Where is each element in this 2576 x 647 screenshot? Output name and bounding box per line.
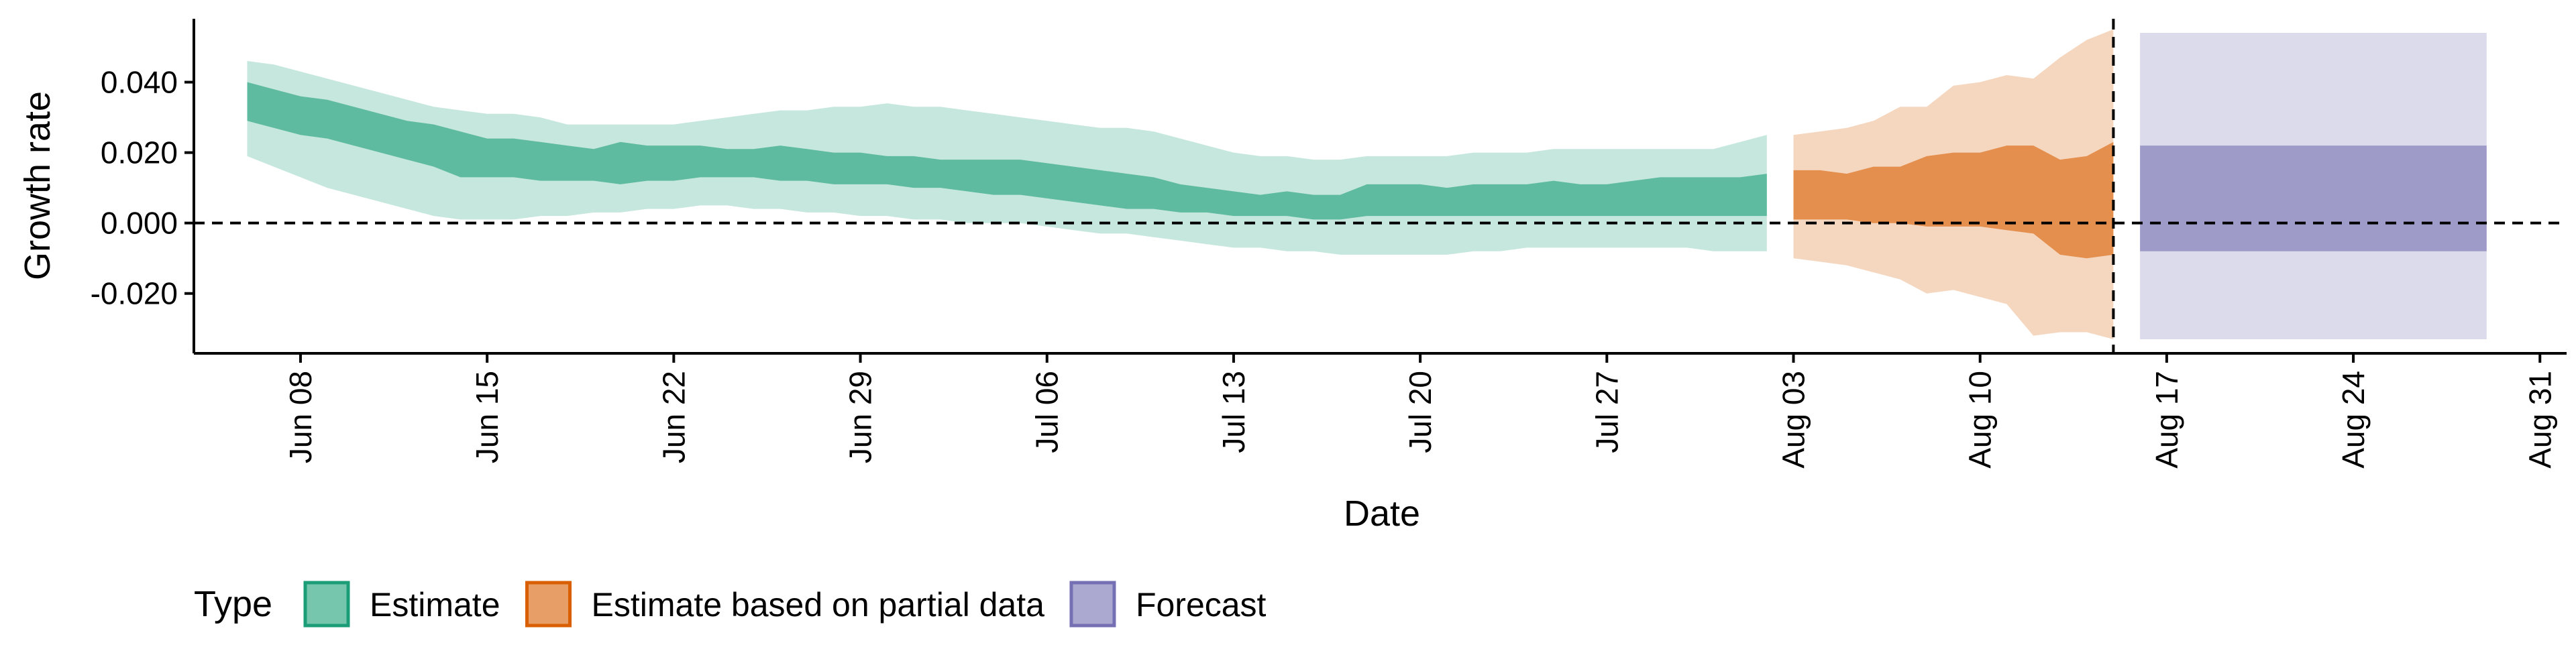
x-ticks: Jun 08 Jun 15 Jun 22 Jun 29 Jul 06 Jul 13 Jul … <box>283 353 2557 469</box>
x-tick-label: Jun 15 <box>470 371 504 463</box>
band-layer <box>247 29 2487 340</box>
band-50-series-0 <box>247 82 1767 220</box>
x-axis-title: Date <box>1344 493 1420 534</box>
x-tick-label: Jun 22 <box>656 371 691 463</box>
x-tick-label: Aug 17 <box>2149 371 2184 469</box>
y-tick-label: -0.020 <box>91 276 178 311</box>
legend-key-1 <box>525 581 572 628</box>
legend-label-1: Estimate based on partial data <box>592 586 1045 624</box>
legend-key-0 <box>303 581 350 628</box>
legend-title: Type <box>194 584 272 624</box>
y-axis-title: Growth rate <box>17 91 58 280</box>
y-ticks: 0.040 0.020 0.000 -0.020 <box>91 65 194 311</box>
axes <box>193 19 2567 355</box>
y-tick-label: 0.020 <box>101 135 178 170</box>
x-tick-label: Jul 06 <box>1030 371 1065 453</box>
x-tick-label: Jul 20 <box>1403 371 1438 453</box>
legend-label-2: Forecast <box>1136 586 1267 624</box>
x-tick-label: Jun 08 <box>283 371 318 463</box>
x-tick-label: Aug 03 <box>1776 371 1811 469</box>
legend: Type Estimate Estimate based on partial d… <box>194 581 1267 628</box>
y-tick-label: 0.000 <box>101 206 178 241</box>
x-tick-label: Aug 31 <box>2522 371 2557 469</box>
y-tick-label: 0.040 <box>101 65 178 100</box>
band-50-series-2 <box>2140 145 2487 251</box>
x-tick-label: Jul 27 <box>1589 371 1624 453</box>
x-tick-label: Jul 13 <box>1216 371 1251 453</box>
band-50-series-1 <box>1793 141 2114 259</box>
legend-key-2 <box>1069 581 1116 628</box>
x-tick-label: Aug 24 <box>2336 371 2371 469</box>
reference-lines <box>194 19 2567 353</box>
legend-label-0: Estimate <box>370 586 500 624</box>
x-tick-label: Jun 29 <box>843 371 878 463</box>
x-tick-label: Aug 10 <box>1963 371 1998 469</box>
